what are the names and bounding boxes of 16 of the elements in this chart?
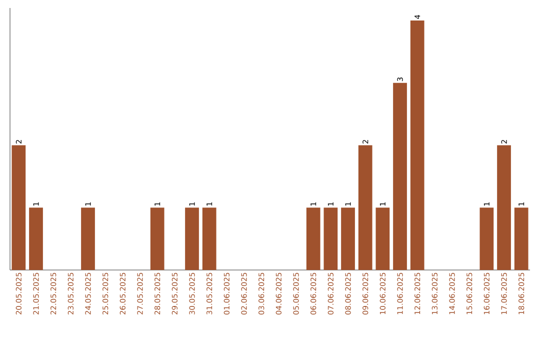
bar bbox=[376, 208, 390, 270]
bar bbox=[306, 208, 320, 270]
bar bbox=[358, 145, 372, 270]
bar bbox=[341, 208, 355, 270]
bar bbox=[29, 208, 43, 270]
bar bbox=[81, 208, 95, 270]
bar bbox=[12, 145, 26, 270]
bar bbox=[324, 208, 338, 270]
bar bbox=[150, 208, 164, 270]
bar bbox=[410, 20, 424, 270]
bar bbox=[202, 208, 216, 270]
bar bbox=[514, 208, 528, 270]
bar bbox=[185, 208, 199, 270]
bar bbox=[497, 145, 511, 270]
bar bbox=[480, 208, 494, 270]
bar bbox=[393, 82, 407, 270]
